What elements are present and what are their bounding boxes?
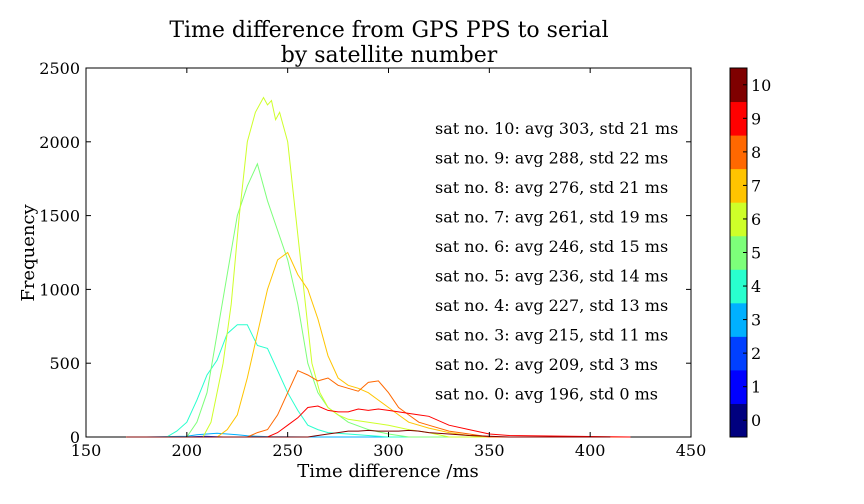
colorbar-segment-6 bbox=[730, 202, 747, 237]
x-tick-label: 350 bbox=[474, 441, 505, 460]
annotation-text: sat no. 9: avg 288, std 22 ms bbox=[435, 149, 668, 168]
series-line-sat-9 bbox=[126, 405, 631, 438]
y-tick-label: 2500 bbox=[39, 59, 80, 78]
annotation-text: sat no. 8: avg 276, std 21 ms bbox=[435, 178, 668, 197]
colorbar-segment-3 bbox=[730, 302, 747, 337]
colorbar-segment-5 bbox=[730, 235, 747, 270]
series-line-sat-5 bbox=[126, 162, 631, 438]
x-tick-label: 400 bbox=[575, 441, 606, 460]
annotation-text: sat no. 6: avg 246, std 15 ms bbox=[435, 237, 668, 256]
colorbar-segment-4 bbox=[730, 269, 747, 304]
colorbar-tick-label: 1 bbox=[751, 378, 761, 397]
colorbar-tick-label: 0 bbox=[751, 411, 761, 430]
x-tick-label: 150 bbox=[71, 441, 102, 460]
colorbar-tick-label: 3 bbox=[751, 311, 761, 330]
annotation-text: sat no. 10: avg 303, std 21 ms bbox=[435, 119, 678, 138]
annotation-text: sat no. 7: avg 261, std 19 ms bbox=[435, 208, 668, 227]
annotation-text: sat no. 5: avg 236, std 14 ms bbox=[435, 267, 668, 286]
colorbar-tick-label: 10 bbox=[751, 76, 771, 95]
y-tick-label: 0 bbox=[70, 428, 80, 447]
y-axis-label: Frequency bbox=[18, 203, 39, 301]
annotation-text: sat no. 0: avg 196, std 0 ms bbox=[435, 385, 658, 404]
ticks-layer: 150 200 250 300 350 400 450 0 500 1000 1500 2000 250… bbox=[39, 59, 706, 460]
y-tick-label: 1500 bbox=[39, 207, 80, 226]
x-tick-label: 450 bbox=[676, 441, 707, 460]
y-tick-label: 1000 bbox=[39, 280, 80, 299]
colorbar-tick-label: 8 bbox=[751, 143, 761, 162]
colorbar-tick-label: 2 bbox=[751, 344, 761, 363]
series-line-sat-10 bbox=[126, 429, 611, 438]
colorbar-segment-0 bbox=[730, 403, 747, 438]
colorbar-segment-7 bbox=[730, 168, 747, 203]
colorbar: 0 1 2 3 4 5 6 7 8 9 10 bbox=[729, 67, 771, 438]
plot-area bbox=[85, 67, 692, 438]
colorbar-segment-2 bbox=[730, 336, 747, 371]
annotation-text: sat no. 4: avg 227, std 13 ms bbox=[435, 296, 668, 315]
chart-title: Time difference from GPS PPS to serial bbox=[169, 18, 608, 43]
y-tick-label: 2000 bbox=[39, 133, 80, 152]
colorbar-segment-9 bbox=[730, 101, 747, 136]
series-layer bbox=[126, 96, 631, 438]
colorbar-segment-8 bbox=[730, 135, 747, 170]
y-tick-label: 500 bbox=[49, 354, 80, 373]
colorbar-tick-label: 5 bbox=[751, 244, 761, 263]
colorbar-tick-label: 9 bbox=[751, 109, 761, 128]
x-axis-label: Time difference /ms bbox=[297, 461, 479, 482]
chart-subtitle: by satellite number bbox=[281, 43, 498, 68]
annotation-text: sat no. 3: avg 215, std 11 ms bbox=[435, 326, 668, 345]
colorbar-segment-10 bbox=[730, 68, 747, 103]
annotation-text: sat no. 2: avg 209, std 3 ms bbox=[435, 355, 658, 374]
series-line-sat-8 bbox=[126, 369, 631, 438]
x-tick-label: 300 bbox=[373, 441, 404, 460]
colorbar-tick-label: 4 bbox=[751, 277, 761, 296]
x-tick-label: 200 bbox=[172, 441, 203, 460]
series-line-sat-6 bbox=[126, 96, 631, 438]
colorbar-tick-label: 6 bbox=[751, 210, 761, 229]
annotations-layer: sat no. 10: avg 303, std 21 ms sat no. 9:… bbox=[435, 119, 678, 404]
colorbar-tick-label: 7 bbox=[751, 176, 761, 195]
colorbar-segment-1 bbox=[730, 369, 747, 404]
x-tick-label: 250 bbox=[272, 441, 303, 460]
series-line-sat-7 bbox=[126, 251, 631, 438]
series-line-sat-4 bbox=[126, 324, 631, 438]
